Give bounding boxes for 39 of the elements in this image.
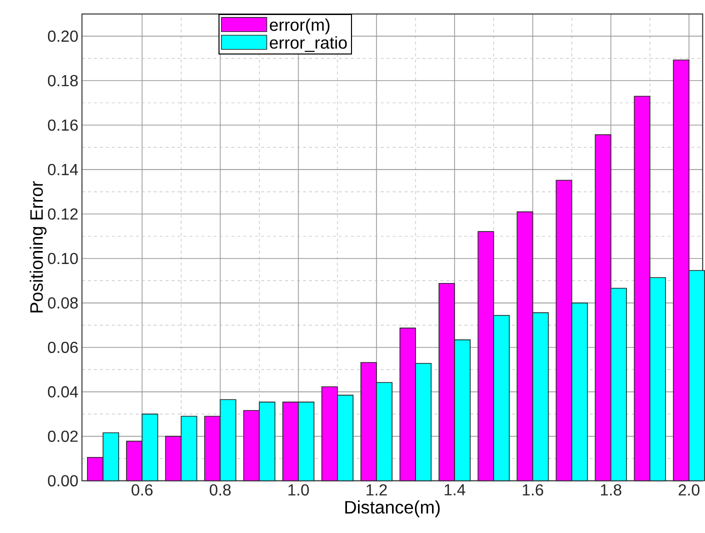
- x-tick-label: 0.8: [210, 484, 231, 496]
- legend-label: error(m): [270, 18, 330, 34]
- bar: [220, 399, 236, 482]
- y-tick-label: 0.16: [48, 120, 78, 131]
- x-tick-label: 1.4: [444, 484, 466, 496]
- bar: [337, 394, 354, 482]
- bar: [415, 363, 432, 482]
- x-tick-label: 1.2: [366, 484, 387, 496]
- bar: [376, 382, 393, 482]
- bar: [454, 340, 471, 482]
- x-tick-label: 2.0: [678, 484, 700, 496]
- y-tick-label: 0.06: [48, 342, 78, 354]
- bar: [610, 288, 627, 482]
- legend-label: error_ratio: [270, 36, 347, 52]
- y-tick-label: 0.10: [48, 252, 78, 264]
- bar: [142, 414, 158, 482]
- bar: [102, 432, 120, 482]
- y-axis-title: Positioning Error: [30, 181, 46, 313]
- x-tick-label: 0.6: [132, 484, 153, 496]
- y-tick-label: 0.04: [48, 386, 78, 398]
- x-tick-label: 1.8: [600, 484, 622, 496]
- bar: [650, 277, 666, 482]
- y-tick-label: 0.14: [48, 164, 78, 176]
- bar: [493, 315, 510, 482]
- bar: [298, 402, 314, 482]
- x-tick-label: 1.0: [288, 484, 309, 496]
- bar: [532, 312, 549, 482]
- y-tick-label: 0.02: [48, 430, 78, 442]
- bar: [571, 302, 588, 482]
- y-tick-label: 0.12: [48, 208, 78, 220]
- bar: [258, 402, 276, 482]
- y-tick-label: 0.00: [48, 475, 78, 487]
- y-tick-label: 0.08: [48, 297, 78, 309]
- y-tick-label: 0.20: [48, 30, 78, 42]
- x-tick-label: 1.6: [522, 484, 544, 496]
- bar: [180, 416, 198, 482]
- y-tick-label: 0.18: [48, 75, 78, 86]
- x-axis-title: Distance(m): [345, 500, 440, 518]
- bar: [688, 270, 705, 482]
